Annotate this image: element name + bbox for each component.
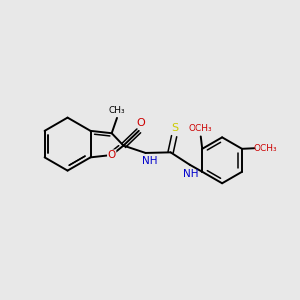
Text: NH: NH (142, 156, 157, 166)
Text: OCH₃: OCH₃ (254, 144, 278, 153)
Text: S: S (171, 123, 178, 133)
Text: NH: NH (184, 169, 199, 178)
Text: OCH₃: OCH₃ (189, 124, 213, 133)
Text: O: O (108, 150, 116, 160)
Text: O: O (137, 118, 146, 128)
Text: CH₃: CH₃ (109, 106, 125, 115)
